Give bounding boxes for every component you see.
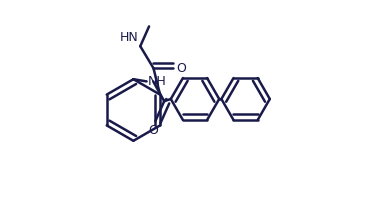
Text: HN: HN	[119, 31, 138, 44]
Text: O: O	[148, 124, 158, 137]
Text: O: O	[177, 62, 186, 75]
Text: NH: NH	[148, 75, 167, 88]
